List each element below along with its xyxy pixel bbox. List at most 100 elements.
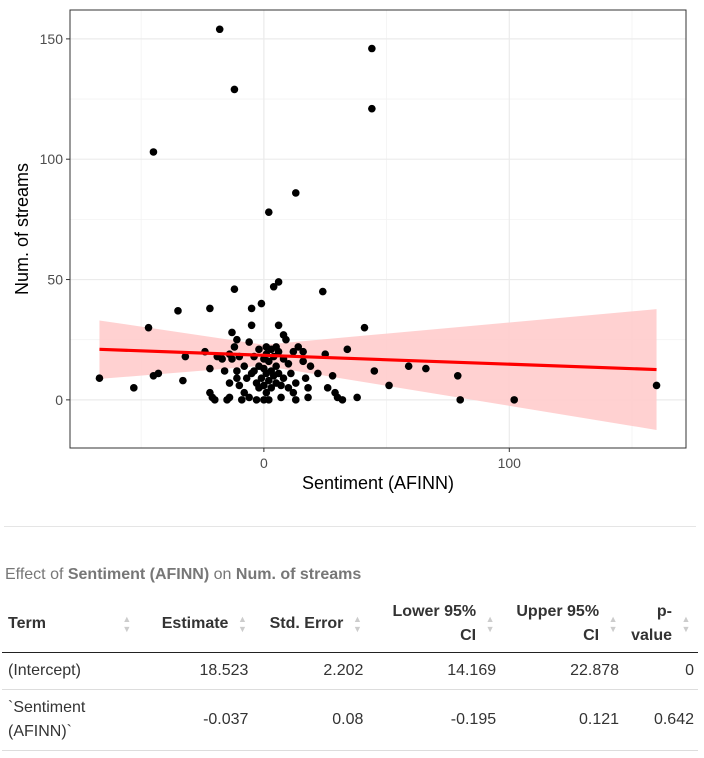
data-point: [220, 367, 229, 375]
data-point: [291, 379, 300, 387]
table-header-row: Term ▲ ▼ Estimate ▲ ▼ Std. Error ▲ ▼ Lower …: [2, 596, 698, 653]
data-point: [652, 381, 661, 390]
sort-arrows-icon[interactable]: ▲ ▼: [681, 614, 691, 634]
confidence-band: [99, 309, 657, 430]
data-point: [422, 364, 430, 373]
data-point: [368, 44, 376, 53]
data-point: [237, 396, 246, 404]
sort-arrows-icon[interactable]: ▲ ▼: [485, 614, 495, 634]
data-point: [284, 384, 293, 392]
data-point: [306, 362, 315, 370]
data-point: [279, 374, 288, 383]
cell-term: `Sentiment (AFINN)`: [2, 689, 139, 751]
data-points: [95, 25, 661, 404]
data-point: [510, 396, 519, 404]
data-point: [264, 208, 273, 216]
cell-std-error: 2.202: [254, 652, 370, 690]
y-tick-label: 150: [40, 31, 64, 47]
data-point: [368, 104, 376, 113]
table-caption: Effect of Sentiment (AFINN) on Num. of s…: [5, 566, 361, 584]
data-point: [255, 345, 263, 354]
data-point: [257, 374, 266, 383]
y-axis-label: Num. of streams: [12, 163, 32, 295]
sort-arrows-icon[interactable]: ▲ ▼: [237, 614, 247, 634]
data-point: [233, 374, 241, 383]
y-tick-label: 0: [55, 392, 63, 408]
table-row: (Intercept) 18.523 2.202 14.169 22.878 0: [2, 652, 698, 690]
data-point: [277, 393, 285, 402]
x-axis-label: Sentiment (AFINN): [302, 473, 454, 493]
regression-line: [99, 347, 657, 372]
data-point: [130, 384, 138, 392]
data-point: [299, 357, 307, 366]
data-point: [252, 396, 261, 404]
data-point: [179, 376, 187, 385]
cell-estimate: 18.523: [138, 652, 255, 690]
data-point: [233, 335, 241, 344]
data-point: [235, 381, 244, 390]
panel-border: [69, 9, 687, 449]
regression-table: Term ▲ ▼ Estimate ▲ ▼ Std. Error ▲ ▼ Lower …: [2, 596, 698, 751]
column-header-upper-ci[interactable]: Upper 95% CI ▲ ▼: [502, 596, 626, 653]
column-header-estimate[interactable]: Estimate ▲ ▼: [138, 596, 255, 653]
data-point: [274, 369, 283, 378]
data-point: [287, 369, 295, 378]
data-point: [262, 388, 271, 397]
data-point: [289, 347, 298, 356]
data-point: [304, 384, 312, 392]
data-point: [95, 374, 104, 383]
data-point: [274, 347, 283, 356]
column-header-lower-ci[interactable]: Lower 95% CI ▲ ▼: [369, 596, 503, 653]
sort-arrows-icon[interactable]: ▲ ▼: [352, 614, 362, 634]
y-tick-label: 50: [47, 272, 63, 288]
data-point: [206, 364, 214, 373]
data-point: [343, 345, 352, 354]
cell-lower-ci: -0.195: [369, 689, 503, 751]
column-header-std-error[interactable]: Std. Error ▲ ▼: [254, 596, 370, 653]
data-point: [225, 393, 234, 402]
data-point: [318, 287, 327, 296]
data-point: [282, 335, 290, 344]
column-header-p-value[interactable]: p-value ▲ ▼: [625, 596, 698, 653]
data-point: [274, 278, 283, 286]
data-point: [245, 393, 253, 402]
fit-line-layer: [99, 347, 657, 372]
sort-arrows-icon[interactable]: ▲ ▼: [122, 614, 132, 634]
data-point: [338, 396, 347, 404]
table-row: `Sentiment (AFINN)` -0.037 0.08 -0.195 0…: [2, 689, 698, 751]
x-tick-label: 100: [498, 455, 522, 471]
data-point: [181, 352, 190, 361]
data-point: [206, 304, 214, 313]
data-point: [404, 362, 413, 370]
section-divider: [4, 526, 696, 527]
data-point: [385, 381, 393, 390]
data-point: [291, 396, 300, 404]
sort-arrows-icon[interactable]: ▲ ▼: [608, 614, 618, 634]
data-point: [277, 381, 285, 390]
data-point: [264, 357, 273, 366]
data-point: [360, 323, 369, 332]
data-point: [314, 369, 322, 378]
data-point: [453, 372, 462, 380]
cell-p-value: 0.642: [625, 689, 698, 751]
data-point: [291, 189, 300, 197]
data-point: [264, 396, 273, 404]
cell-upper-ci: 0.121: [502, 689, 626, 751]
data-point: [240, 388, 249, 397]
cell-estimate: -0.037: [138, 689, 255, 751]
data-point: [260, 381, 268, 390]
data-point: [228, 355, 236, 363]
data-point: [264, 376, 273, 385]
caption-prefix: Effect of: [5, 566, 64, 583]
column-header-term[interactable]: Term ▲ ▼: [2, 596, 139, 653]
data-point: [247, 321, 256, 330]
data-point: [215, 25, 224, 34]
data-point: [267, 384, 276, 392]
cell-lower-ci: 14.169: [369, 652, 503, 690]
data-point: [304, 393, 312, 402]
data-point: [218, 355, 226, 363]
data-point: [247, 304, 256, 313]
cell-p-value: 0: [625, 652, 698, 690]
caption-y-variable: Num. of streams: [235, 566, 362, 583]
data-point: [210, 396, 219, 404]
